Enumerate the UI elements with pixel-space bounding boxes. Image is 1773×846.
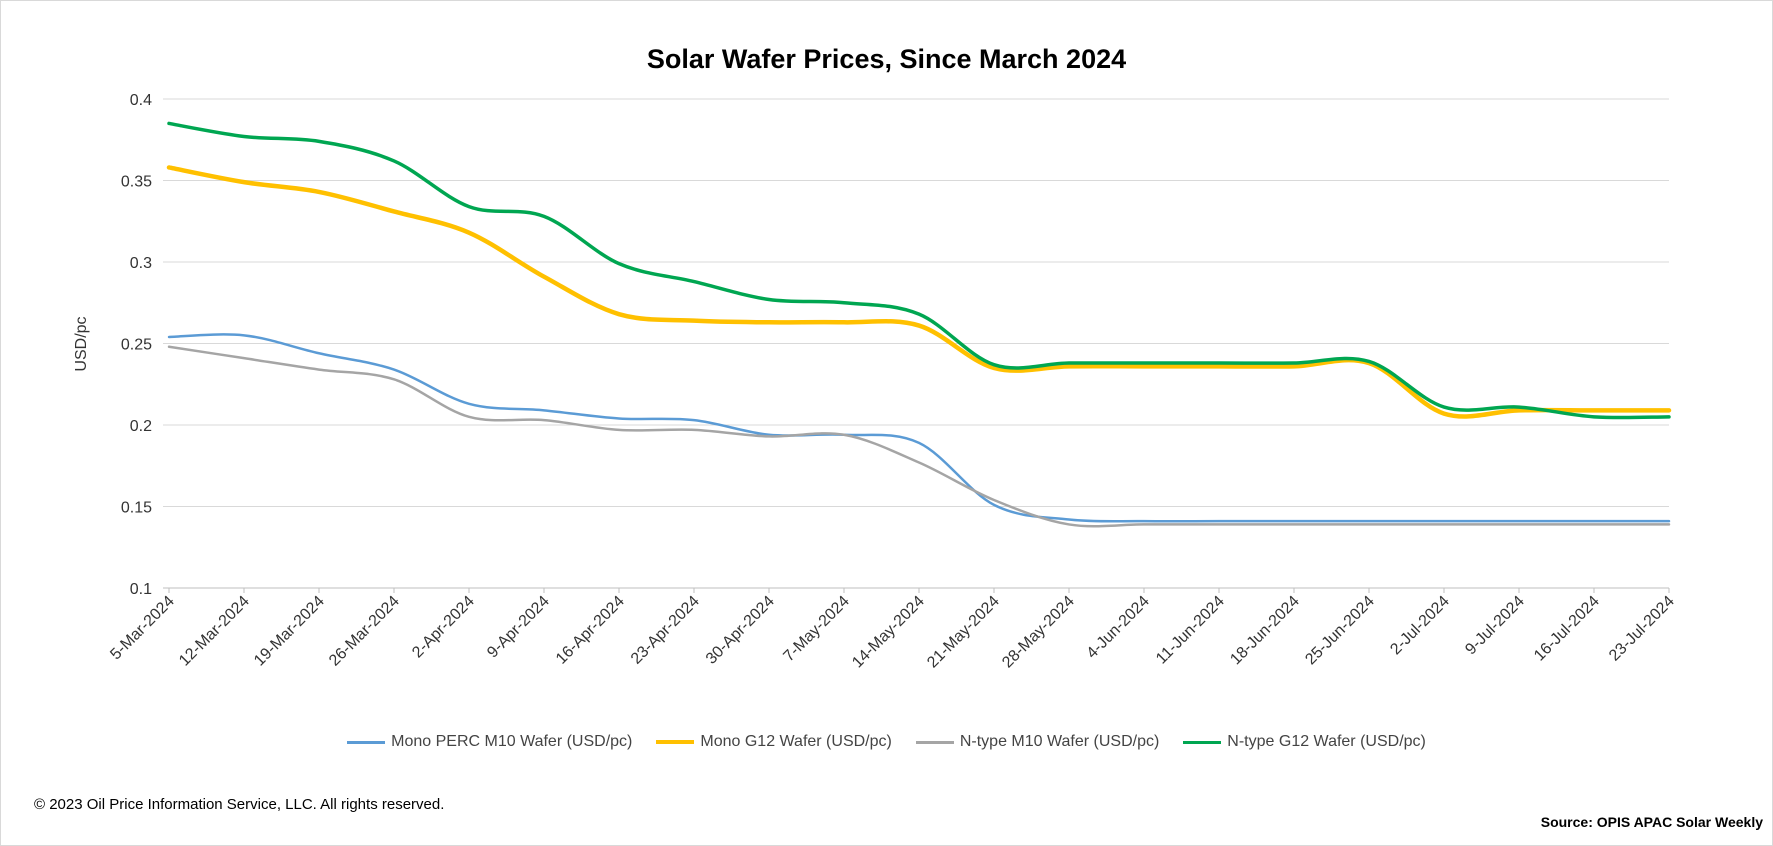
x-tick-label: 16-Apr-2024 [553,593,628,668]
series-line-0 [167,333,1671,523]
y-tick-label: 0.15 [121,500,152,517]
legend-label: N-type G12 Wafer (USD/pc) [1227,733,1426,750]
source-text: Source: OPIS APAC Solar Weekly [1540,814,1763,830]
x-tick-label: 9-Jul-2024 [1462,593,1528,659]
x-tick-label: 28-May-2024 [999,593,1078,672]
x-tick-label: 11-Jun-2024 [1153,593,1228,668]
series-line-1 [166,165,1672,419]
y-tick-label: 0.2 [130,418,152,435]
x-tick-label: 23-Jul-2024 [1606,593,1678,665]
y-tick-label: 0.4 [130,92,152,109]
x-tick-label: 2-Apr-2024 [409,593,478,662]
x-tick-label: 26-Mar-2024 [326,593,403,670]
y-tick-label: 0.3 [130,255,152,272]
y-tick-label: 0.1 [130,581,152,598]
x-tick-label: 4-Jun-2024 [1084,593,1153,662]
legend-swatch [656,740,695,744]
x-tick-label: 7-May-2024 [780,593,852,665]
legend-label: N-type M10 Wafer (USD/pc) [959,733,1160,750]
legend-swatch [915,740,954,744]
y-tick-label: 0.25 [121,337,152,354]
series-line-2 [167,345,1671,528]
x-tick-label: 19-Mar-2024 [251,593,328,670]
x-tick-label: 9-Apr-2024 [484,593,553,662]
x-tick-label: 21-May-2024 [924,593,1003,672]
legend-label: Mono PERC M10 Wafer (USD/pc) [391,733,633,750]
copyright-text: © 2023 Oil Price Information Service, LL… [34,796,445,813]
x-tick-label: 25-Jun-2024 [1302,593,1378,669]
legend: Mono PERC M10 Wafer (USD/pc) Mono G12 Waf… [0,733,1773,751]
legend-item: Mono PERC M10 Wafer (USD/pc) [347,733,632,751]
x-tick-label: 16-Jul-2024 [1531,593,1603,665]
legend-item: N-type M10 Wafer (USD/pc) [915,733,1160,751]
y-tick-label: 0.35 [121,174,152,191]
y-axis-label: USD/pc [73,316,90,371]
x-tick-label: 18-Jun-2024 [1227,593,1303,669]
legend-label: Mono G12 Wafer (USD/pc) [700,733,892,750]
legend-swatch [347,740,386,744]
x-tick-label: 23-Apr-2024 [628,593,703,668]
chart-title: Solar Wafer Prices, Since March 2024 [646,44,1127,74]
x-tick-label: 2-Jul-2024 [1387,593,1453,659]
legend-item: Mono G12 Wafer (USD/pc) [656,733,892,751]
x-tick-label: 5-Mar-2024 [107,593,178,664]
series-line-3 [167,121,1671,420]
legend-item: N-type G12 Wafer (USD/pc) [1183,733,1426,751]
x-tick-label: 14-May-2024 [849,593,928,672]
legend-swatch [1183,740,1222,744]
x-tick-label: 30-Apr-2024 [703,593,778,668]
x-tick-label: 12-Mar-2024 [176,593,253,670]
